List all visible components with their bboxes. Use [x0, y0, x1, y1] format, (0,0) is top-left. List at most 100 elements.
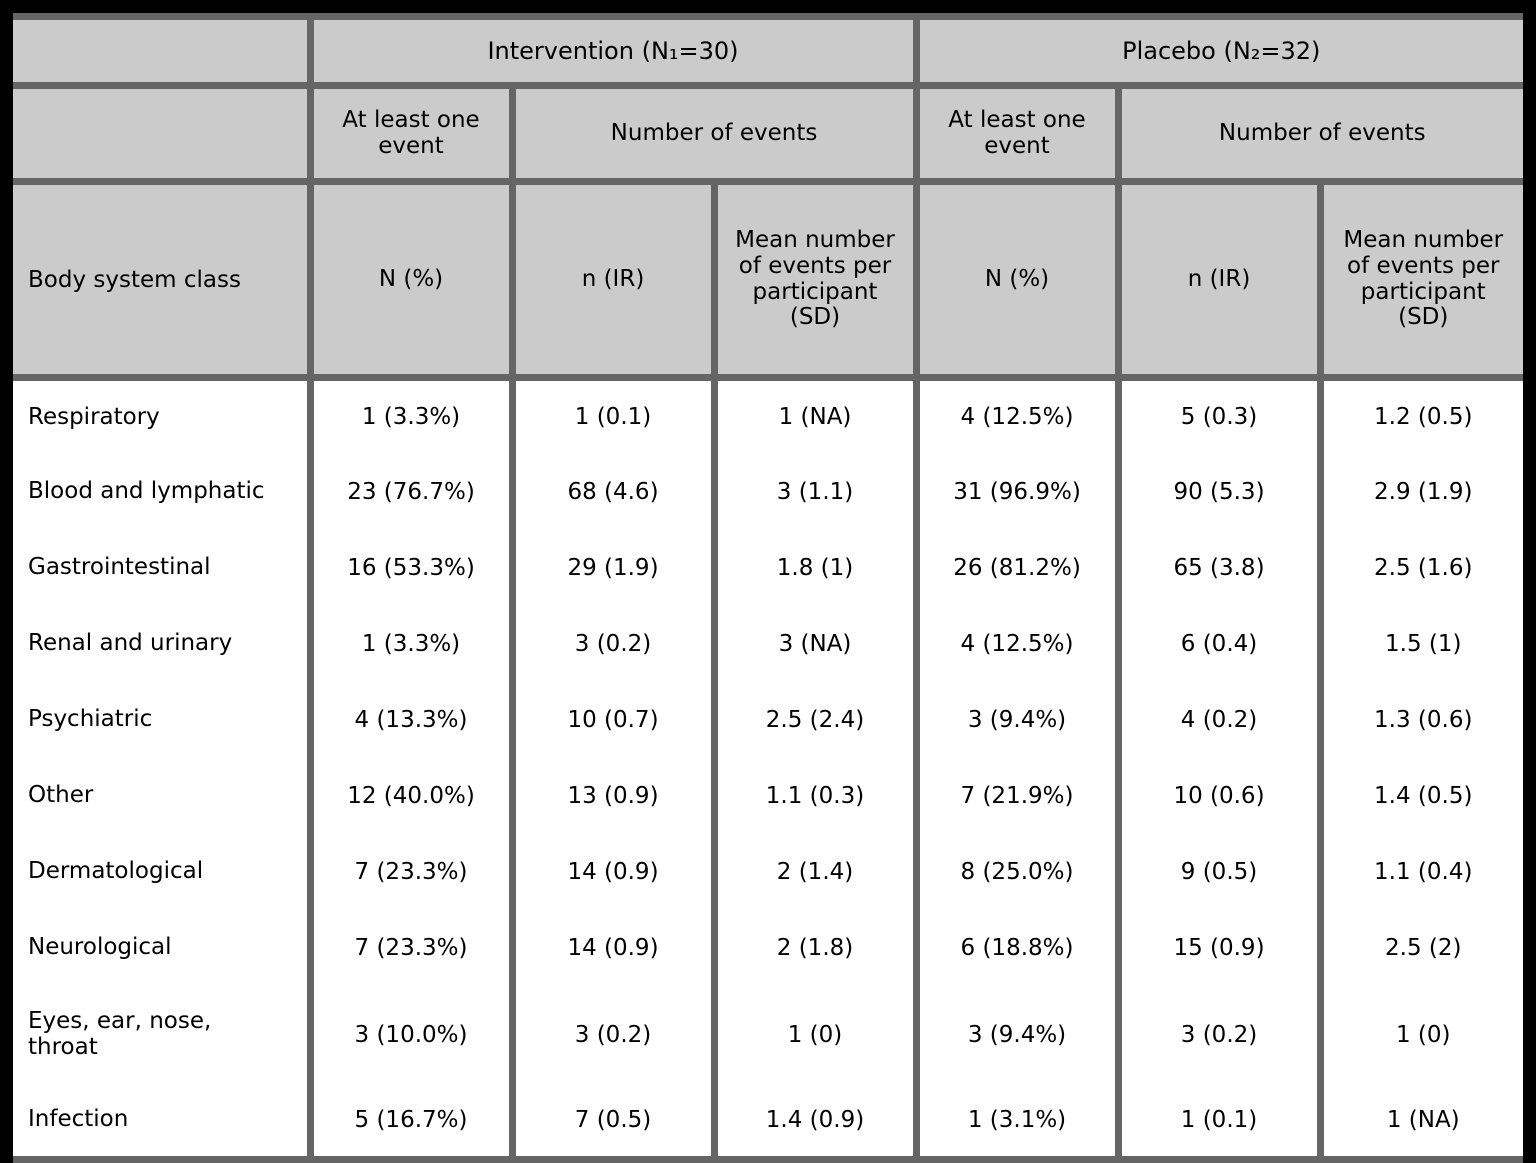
- data-cell: 26 (81.2%): [912, 529, 1118, 606]
- column-header-n-pct-placebo: N (%): [912, 181, 1118, 381]
- data-cell: 31 (96.9%): [912, 453, 1118, 530]
- data-cell: 1.1 (0.3): [710, 757, 916, 834]
- column-header-mean-events-intervention: Mean number of events per participant (S…: [710, 181, 916, 381]
- data-cell: 65 (3.8): [1114, 529, 1320, 606]
- data-cell: 15 (0.9): [1114, 909, 1320, 986]
- column-header-n-ir-placebo: n (IR): [1114, 181, 1320, 381]
- row-label-cell: Eyes, ear, nose, throat: [13, 985, 310, 1084]
- table-row: Eyes, ear, nose, throat 3 (10.0%) 3 (0.2) 1…: [13, 985, 1523, 1084]
- data-cell: 1 (3.3%): [306, 605, 512, 682]
- data-cell: 7 (23.3%): [306, 833, 512, 910]
- data-cell: 1.5 (1): [1316, 605, 1523, 682]
- data-cell: 68 (4.6): [508, 453, 714, 530]
- data-cell: 4 (0.2): [1114, 681, 1320, 758]
- data-cell: 6 (18.8%): [912, 909, 1118, 986]
- data-cell: 3 (NA): [710, 605, 916, 682]
- table-row: Renal and urinary 1 (3.3%) 3 (0.2) 3 (NA) 4 …: [13, 605, 1523, 682]
- row-label-cell: Infection: [13, 1083, 310, 1163]
- data-cell: 4 (12.5%): [912, 377, 1118, 454]
- table-row: Blood and lymphatic 23 (76.7%) 68 (4.6) 3 (…: [13, 453, 1523, 530]
- data-cell: 3 (9.4%): [912, 985, 1118, 1084]
- data-cell: 3 (0.2): [1114, 985, 1320, 1084]
- data-cell: 1.2 (0.5): [1316, 377, 1523, 454]
- subheader-at-least-one-event-placebo: At least one event: [912, 85, 1118, 185]
- data-cell: 3 (10.0%): [306, 985, 512, 1084]
- row-label-cell: Blood and lymphatic: [13, 453, 310, 530]
- data-cell: 2 (1.8): [710, 909, 916, 986]
- stub-spacer-cell: [13, 13, 310, 89]
- data-cell: 1.3 (0.6): [1316, 681, 1523, 758]
- data-cell: 10 (0.7): [508, 681, 714, 758]
- column-header-body-system-class: Body system class: [13, 181, 310, 381]
- data-cell: 1.4 (0.5): [1316, 757, 1523, 834]
- data-cell: 2 (1.4): [710, 833, 916, 910]
- row-label-cell: Gastrointestinal: [13, 529, 310, 606]
- row-label-cell: Psychiatric: [13, 681, 310, 758]
- table-row: Dermatological 7 (23.3%) 14 (0.9) 2 (1.4) 8 …: [13, 833, 1523, 910]
- data-cell: 14 (0.9): [508, 909, 714, 986]
- data-cell: 16 (53.3%): [306, 529, 512, 606]
- data-cell: 1 (0.1): [1114, 1083, 1320, 1163]
- data-cell: 14 (0.9): [508, 833, 714, 910]
- row-label-cell: Renal and urinary: [13, 605, 310, 682]
- data-cell: 1.8 (1): [710, 529, 916, 606]
- group-header-intervention: Intervention (N₁=30): [306, 13, 916, 89]
- data-cell: 1 (0.1): [508, 377, 714, 454]
- row-label-cell: Respiratory: [13, 377, 310, 454]
- data-cell: 90 (5.3): [1114, 453, 1320, 530]
- column-header-row: Body system class N (%) n (IR) Mean numb…: [13, 181, 1523, 381]
- table-row: Gastrointestinal 16 (53.3%) 29 (1.9) 1.8 (1…: [13, 529, 1523, 606]
- data-cell: 1.1 (0.4): [1316, 833, 1523, 910]
- table-row: Respiratory 1 (3.3%) 1 (0.1) 1 (NA) 4 (12.5%…: [13, 377, 1523, 454]
- table-row: Other 12 (40.0%) 13 (0.9) 1.1 (0.3) 7 (21.9%…: [13, 757, 1523, 834]
- subheader-at-least-one-event-intervention: At least one event: [306, 85, 512, 185]
- data-cell: 5 (0.3): [1114, 377, 1320, 454]
- data-cell: 2.5 (1.6): [1316, 529, 1523, 606]
- data-cell: 7 (21.9%): [912, 757, 1118, 834]
- data-cell: 3 (0.2): [508, 985, 714, 1084]
- data-cell: 3 (0.2): [508, 605, 714, 682]
- row-label-cell: Neurological: [13, 909, 310, 986]
- column-header-mean-events-placebo: Mean number of events per participant (S…: [1316, 181, 1523, 381]
- data-cell: 2.5 (2.4): [710, 681, 916, 758]
- data-cell: 7 (23.3%): [306, 909, 512, 986]
- data-cell: 4 (13.3%): [306, 681, 512, 758]
- row-label-cell: Other: [13, 757, 310, 834]
- data-cell: 3 (1.1): [710, 453, 916, 530]
- subheader-number-of-events-placebo: Number of events: [1114, 85, 1523, 185]
- data-cell: 3 (9.4%): [912, 681, 1118, 758]
- subgroup-header-row: At least one event Number of events At l…: [13, 85, 1523, 185]
- data-cell: 8 (25.0%): [912, 833, 1118, 910]
- data-cell: 1 (NA): [1316, 1083, 1523, 1163]
- data-cell: 29 (1.9): [508, 529, 714, 606]
- data-cell: 1 (3.1%): [912, 1083, 1118, 1163]
- data-cell: 7 (0.5): [508, 1083, 714, 1163]
- row-label-cell: Dermatological: [13, 833, 310, 910]
- column-header-n-pct-intervention: N (%): [306, 181, 512, 381]
- data-cell: 12 (40.0%): [306, 757, 512, 834]
- data-cell: 2.9 (1.9): [1316, 453, 1523, 530]
- data-cell: 23 (76.7%): [306, 453, 512, 530]
- group-header-placebo: Placebo (N₂=32): [912, 13, 1523, 89]
- table-row: Infection 5 (16.7%) 7 (0.5) 1.4 (0.9) 1 (3.1…: [13, 1083, 1523, 1163]
- data-cell: 1 (0): [710, 985, 916, 1084]
- data-cell: 2.5 (2): [1316, 909, 1523, 986]
- data-cell: 1.4 (0.9): [710, 1083, 916, 1163]
- data-cell: 1 (0): [1316, 985, 1523, 1084]
- data-cell: 9 (0.5): [1114, 833, 1320, 910]
- group-header-row: Intervention (N₁=30) Placebo (N₂=32): [13, 13, 1523, 89]
- table-row: Psychiatric 4 (13.3%) 10 (0.7) 2.5 (2.4) 3 (…: [13, 681, 1523, 758]
- table-row: Neurological 7 (23.3%) 14 (0.9) 2 (1.8) 6 (1…: [13, 909, 1523, 986]
- data-cell: 6 (0.4): [1114, 605, 1320, 682]
- adverse-events-table: Intervention (N₁=30) Placebo (N₂=32) At …: [13, 13, 1523, 1163]
- data-cell: 13 (0.9): [508, 757, 714, 834]
- data-cell: 4 (12.5%): [912, 605, 1118, 682]
- subheader-number-of-events-intervention: Number of events: [508, 85, 916, 185]
- data-cell: 10 (0.6): [1114, 757, 1320, 834]
- column-header-n-ir-intervention: n (IR): [508, 181, 714, 381]
- data-cell: 1 (3.3%): [306, 377, 512, 454]
- data-cell: 1 (NA): [710, 377, 916, 454]
- data-cell: 5 (16.7%): [306, 1083, 512, 1163]
- stub-spacer-cell: [13, 85, 310, 185]
